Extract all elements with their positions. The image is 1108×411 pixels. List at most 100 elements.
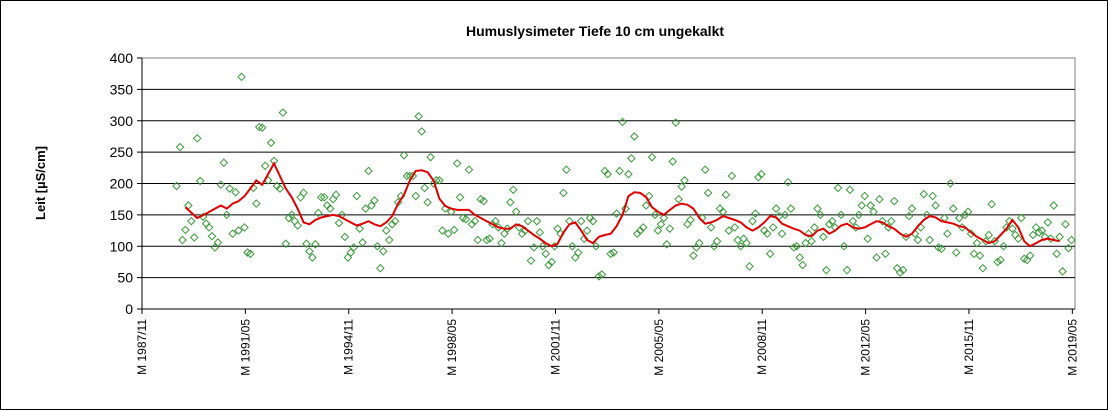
plot-area: 0 50 100 150 200 250 300 350 400 M 1987/11 M 1991/…: [110, 50, 1080, 376]
y-tick-label: 100: [110, 238, 134, 254]
data-point: [653, 226, 663, 235]
data-point: [665, 224, 675, 233]
data-point: [523, 216, 533, 226]
data-point: [638, 223, 648, 232]
data-point: [1043, 218, 1053, 227]
data-point: [426, 152, 435, 162]
data-point: [207, 231, 217, 241]
data-point: [260, 161, 270, 171]
data-point: [886, 216, 896, 226]
data-point: [535, 228, 545, 237]
data-point: [742, 238, 751, 248]
data-point: [305, 246, 314, 256]
data-point: [969, 249, 979, 259]
data-point: [724, 226, 734, 235]
data-point: [417, 127, 427, 136]
data-point: [500, 229, 509, 239]
data-point: [963, 207, 973, 217]
data-point: [946, 179, 955, 188]
y-tick-label: 250: [110, 144, 134, 160]
data-point: [370, 196, 379, 205]
x-tick-label: M 1994/11: [342, 319, 356, 375]
y-tick-label: 200: [110, 176, 134, 192]
data-point: [479, 196, 489, 206]
data-point: [960, 210, 970, 220]
data-point: [996, 255, 1005, 265]
data-point: [1067, 235, 1076, 245]
data-point: [511, 207, 521, 217]
data-point: [1013, 234, 1023, 244]
data-point: [816, 210, 825, 220]
data-point: [895, 268, 905, 277]
data-point: [751, 209, 760, 218]
data-point: [1008, 224, 1017, 233]
data-point: [402, 171, 412, 181]
data-point: [618, 117, 627, 127]
data-point: [736, 241, 745, 251]
data-point: [913, 235, 923, 245]
data-point: [928, 191, 937, 201]
data-point: [408, 171, 418, 181]
data-point: [597, 270, 607, 279]
data-point: [878, 216, 887, 226]
data-point: [411, 191, 421, 201]
data-point: [730, 223, 740, 232]
data-point: [325, 204, 335, 213]
data-point: [807, 236, 816, 246]
data-point: [287, 210, 297, 220]
data-point: [951, 248, 961, 257]
data-point: [358, 238, 367, 247]
data-point: [576, 216, 586, 226]
data-point: [464, 165, 474, 175]
data-point: [987, 199, 997, 209]
y-tick-label: 300: [110, 113, 134, 129]
data-point: [898, 265, 908, 275]
data-point: [508, 185, 518, 195]
data-point: [334, 218, 344, 228]
y-tick-label: 150: [110, 207, 134, 223]
data-point: [1040, 232, 1050, 242]
data-point: [485, 234, 494, 244]
data-point: [833, 183, 843, 193]
data-point: [745, 262, 754, 271]
data-point: [686, 215, 695, 225]
data-point: [544, 260, 553, 270]
data-point: [937, 244, 946, 254]
x-tick-label: M 2001/11: [548, 319, 562, 375]
data-point: [346, 248, 356, 257]
data-point: [240, 223, 249, 232]
data-point: [783, 177, 793, 187]
data-point: [925, 235, 934, 245]
x-tick-label: M 2019/05: [1065, 319, 1079, 376]
data-point: [594, 272, 604, 281]
data-point: [907, 204, 917, 213]
data-point: [314, 208, 323, 218]
data-point: [505, 198, 515, 207]
data-point: [777, 229, 787, 239]
data-point: [606, 249, 616, 259]
data-point: [343, 253, 353, 262]
data-point: [851, 223, 861, 232]
data-point: [919, 189, 929, 199]
data-point: [246, 249, 255, 259]
data-point: [414, 112, 424, 121]
data-point: [234, 226, 243, 235]
data-point: [904, 211, 914, 221]
data-point: [455, 192, 465, 202]
data-point: [1049, 201, 1059, 210]
data-point: [1025, 251, 1035, 260]
data-point: [449, 225, 459, 235]
data-point: [319, 192, 329, 202]
data-point: [482, 235, 491, 245]
data-point: [438, 226, 447, 235]
data-point: [376, 263, 385, 273]
data-point: [975, 251, 985, 260]
data-point: [352, 191, 362, 201]
data-point: [848, 216, 858, 226]
data-point: [364, 166, 373, 176]
x-tick-label: M 1991/05: [238, 319, 252, 376]
data-point: [278, 108, 288, 117]
data-point: [541, 249, 551, 259]
data-point: [866, 201, 875, 210]
